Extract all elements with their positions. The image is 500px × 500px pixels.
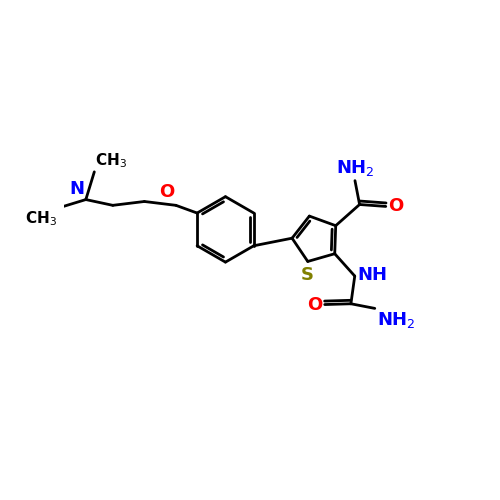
Text: N: N — [70, 180, 84, 198]
Text: CH$_3$: CH$_3$ — [95, 152, 127, 171]
Text: NH$_2$: NH$_2$ — [377, 310, 416, 330]
Text: O: O — [159, 184, 174, 202]
Text: O: O — [388, 198, 404, 216]
Text: O: O — [307, 296, 322, 314]
Text: CH$_3$: CH$_3$ — [24, 209, 56, 228]
Text: NH: NH — [357, 266, 387, 283]
Text: NH$_2$: NH$_2$ — [336, 158, 374, 178]
Text: S: S — [300, 266, 314, 284]
